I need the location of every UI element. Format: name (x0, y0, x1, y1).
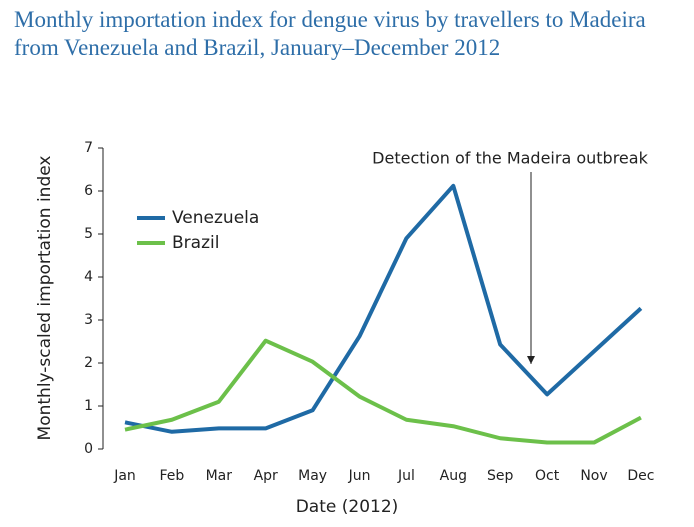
x-tick-label: Sep (487, 468, 514, 484)
x-tick-label: May (298, 468, 327, 484)
x-tick-label: Aug (440, 468, 467, 484)
y-axis-label: Monthly-scaled importation index (35, 156, 55, 441)
x-tick-label: Jun (348, 468, 371, 484)
y-tick-label: 0 (84, 441, 93, 457)
y-tick-label: 3 (84, 312, 93, 328)
legend-label: Venezuela (172, 208, 259, 228)
annotation: Detection of the Madeira outbreak (372, 149, 648, 168)
x-tick-label: Feb (160, 468, 185, 484)
y-tick-label: 6 (84, 183, 93, 199)
y-tick-label: 1 (84, 398, 93, 414)
legend-label: Brazil (172, 233, 219, 253)
chart-title: Monthly importation index for dengue vir… (14, 7, 646, 60)
x-axis-label: Date (2012) (296, 497, 399, 517)
y-tick-label: 5 (84, 226, 93, 242)
y-tick-label: 7 (84, 140, 93, 156)
x-tick-label: Apr (254, 468, 278, 484)
x-tick-label: Nov (580, 468, 607, 484)
y-tick-label: 4 (84, 269, 93, 285)
series-line (124, 338, 642, 445)
x-tick-label: Jul (397, 468, 415, 484)
x-tick-label: Oct (535, 468, 560, 484)
x-tick-label: Dec (627, 468, 654, 484)
x-tick-label: Mar (206, 468, 233, 484)
series-line (124, 183, 643, 434)
y-tick-label: 2 (84, 355, 93, 371)
x-tick-label: Jan (113, 468, 136, 484)
